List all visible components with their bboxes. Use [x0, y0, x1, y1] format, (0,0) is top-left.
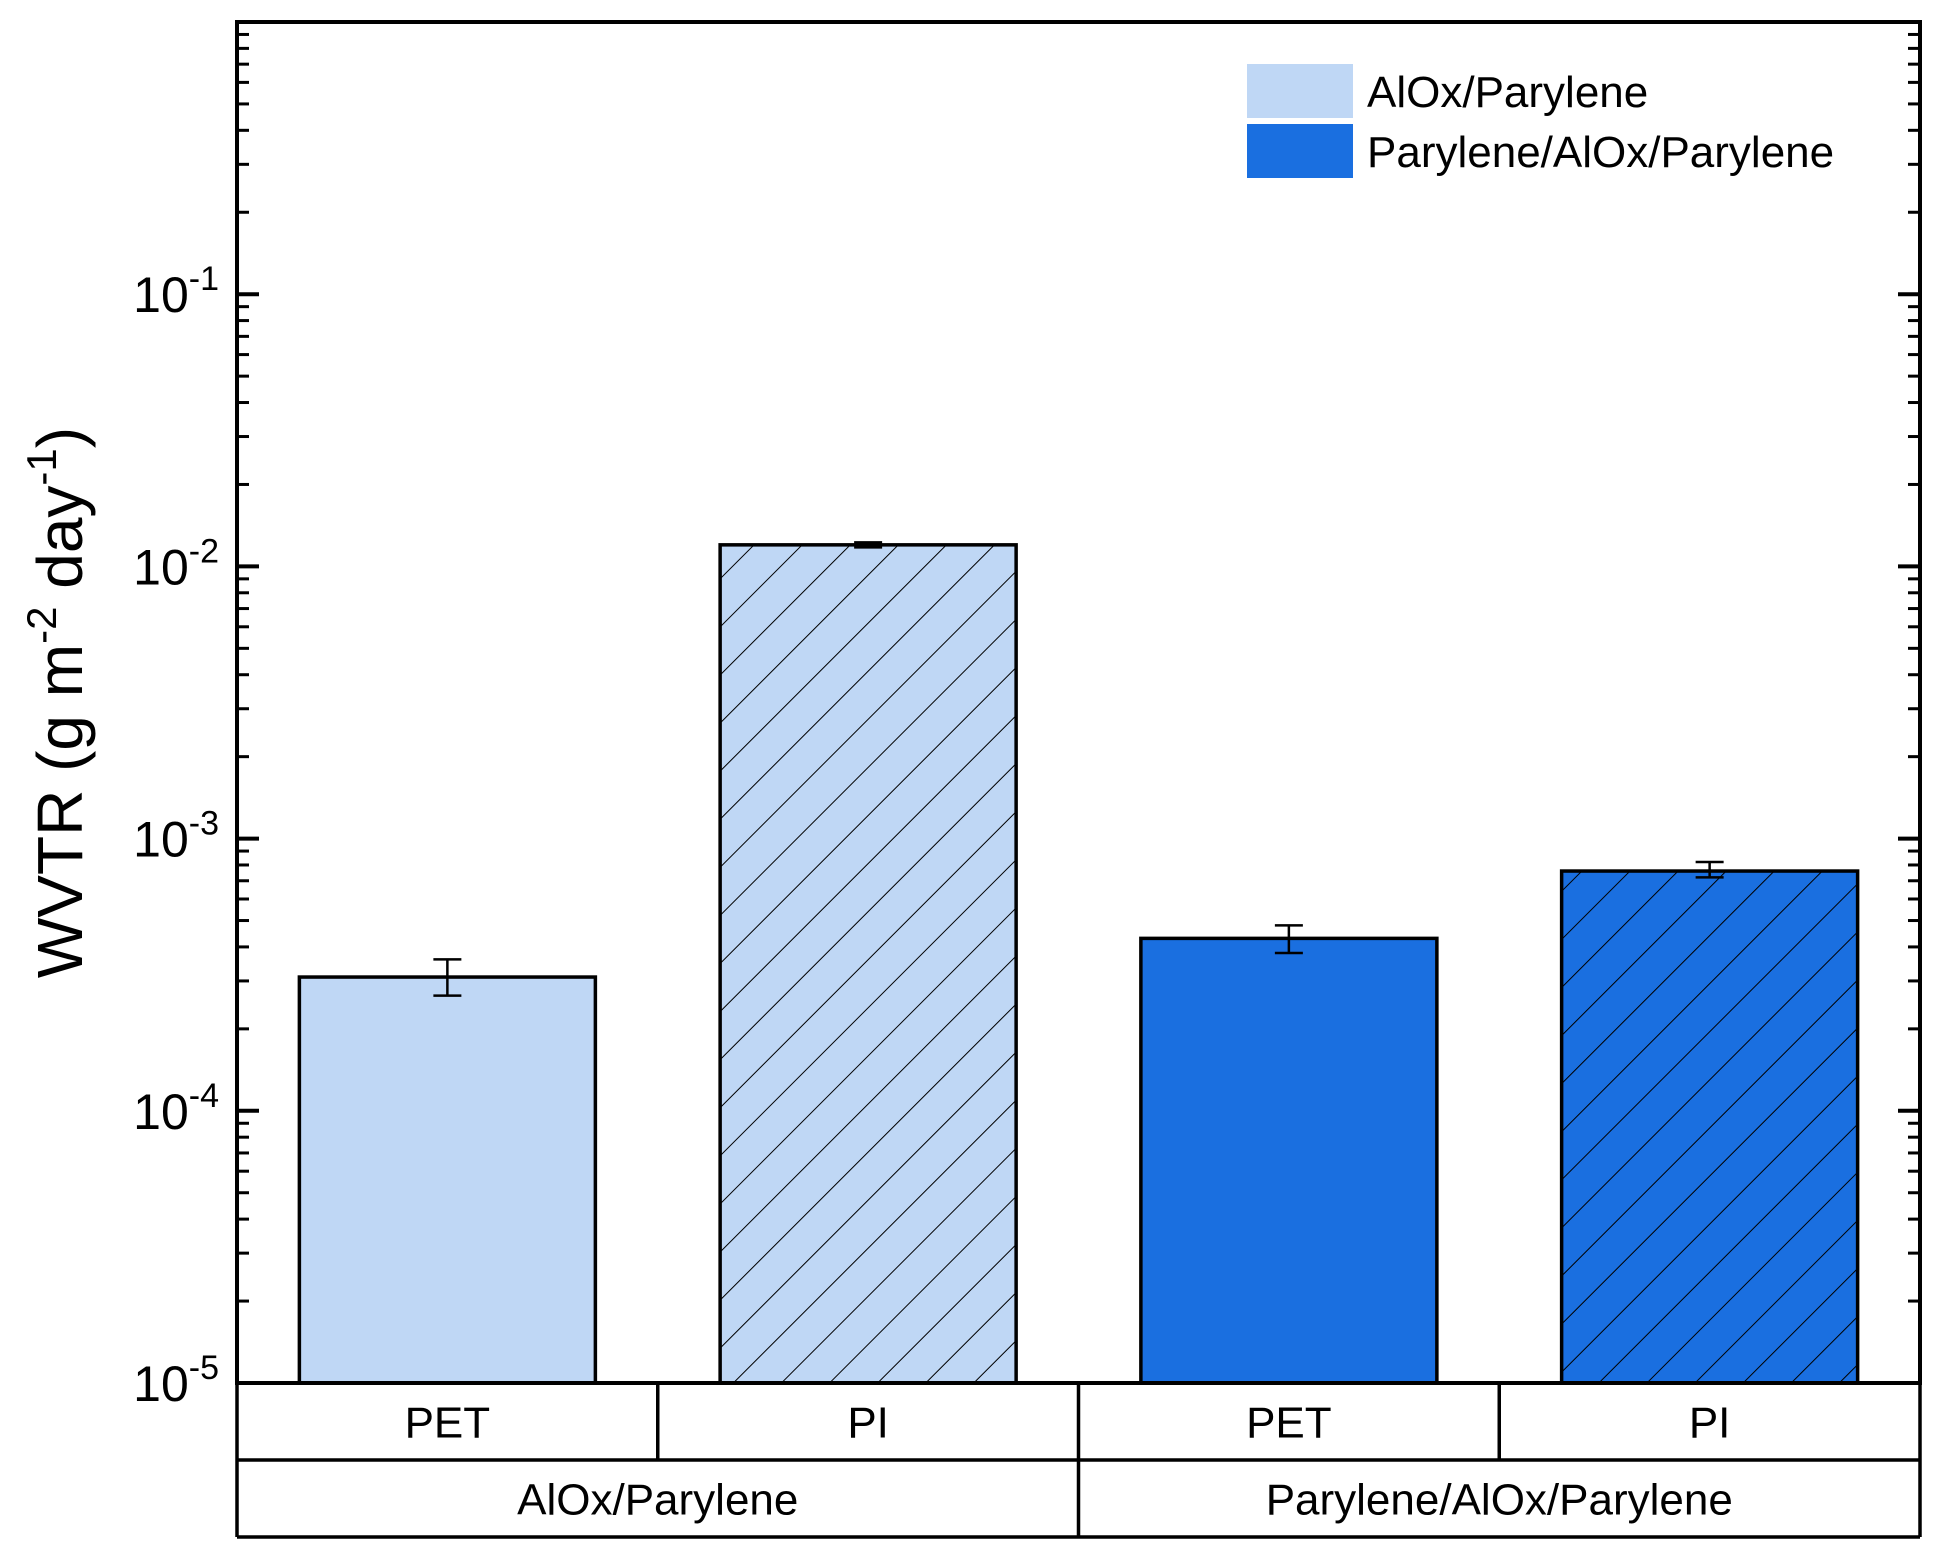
legend-entry: AlOx/Parylene [1247, 64, 1648, 118]
category-label: PET [1246, 1399, 1332, 1448]
y-tick-label: 10-5 [133, 1349, 219, 1412]
y-tick-label: 10-3 [133, 805, 219, 868]
y-axis-title: WVTR (g m-2 day-1) [18, 427, 96, 978]
error-bar [1274, 924, 1303, 955]
legend-label: AlOx/Parylene [1367, 68, 1648, 117]
error-bar [433, 958, 462, 997]
group-label: Parylene/AlOx/Parylene [1266, 1476, 1733, 1525]
category-label: PI [847, 1399, 889, 1448]
bar-fill [1140, 938, 1437, 1383]
legend-swatch [1247, 64, 1353, 118]
legend-swatch [1247, 124, 1353, 178]
bar-hatch [720, 544, 1017, 1383]
y-tick-label: 10-1 [133, 260, 219, 323]
legend-entry: Parylene/AlOx/Parylene [1247, 124, 1834, 178]
legend-label: Parylene/AlOx/Parylene [1367, 128, 1834, 177]
bar-fill [299, 977, 596, 1383]
y-tick-label: 10-2 [133, 532, 219, 595]
error-bar [1695, 860, 1724, 879]
y-tick-label: 10-4 [133, 1077, 219, 1140]
category-label: PET [405, 1399, 491, 1448]
category-label: PI [1689, 1399, 1731, 1448]
bar-hatch [1561, 871, 1858, 1383]
group-label: AlOx/Parylene [517, 1476, 798, 1525]
error-bar [854, 541, 883, 549]
